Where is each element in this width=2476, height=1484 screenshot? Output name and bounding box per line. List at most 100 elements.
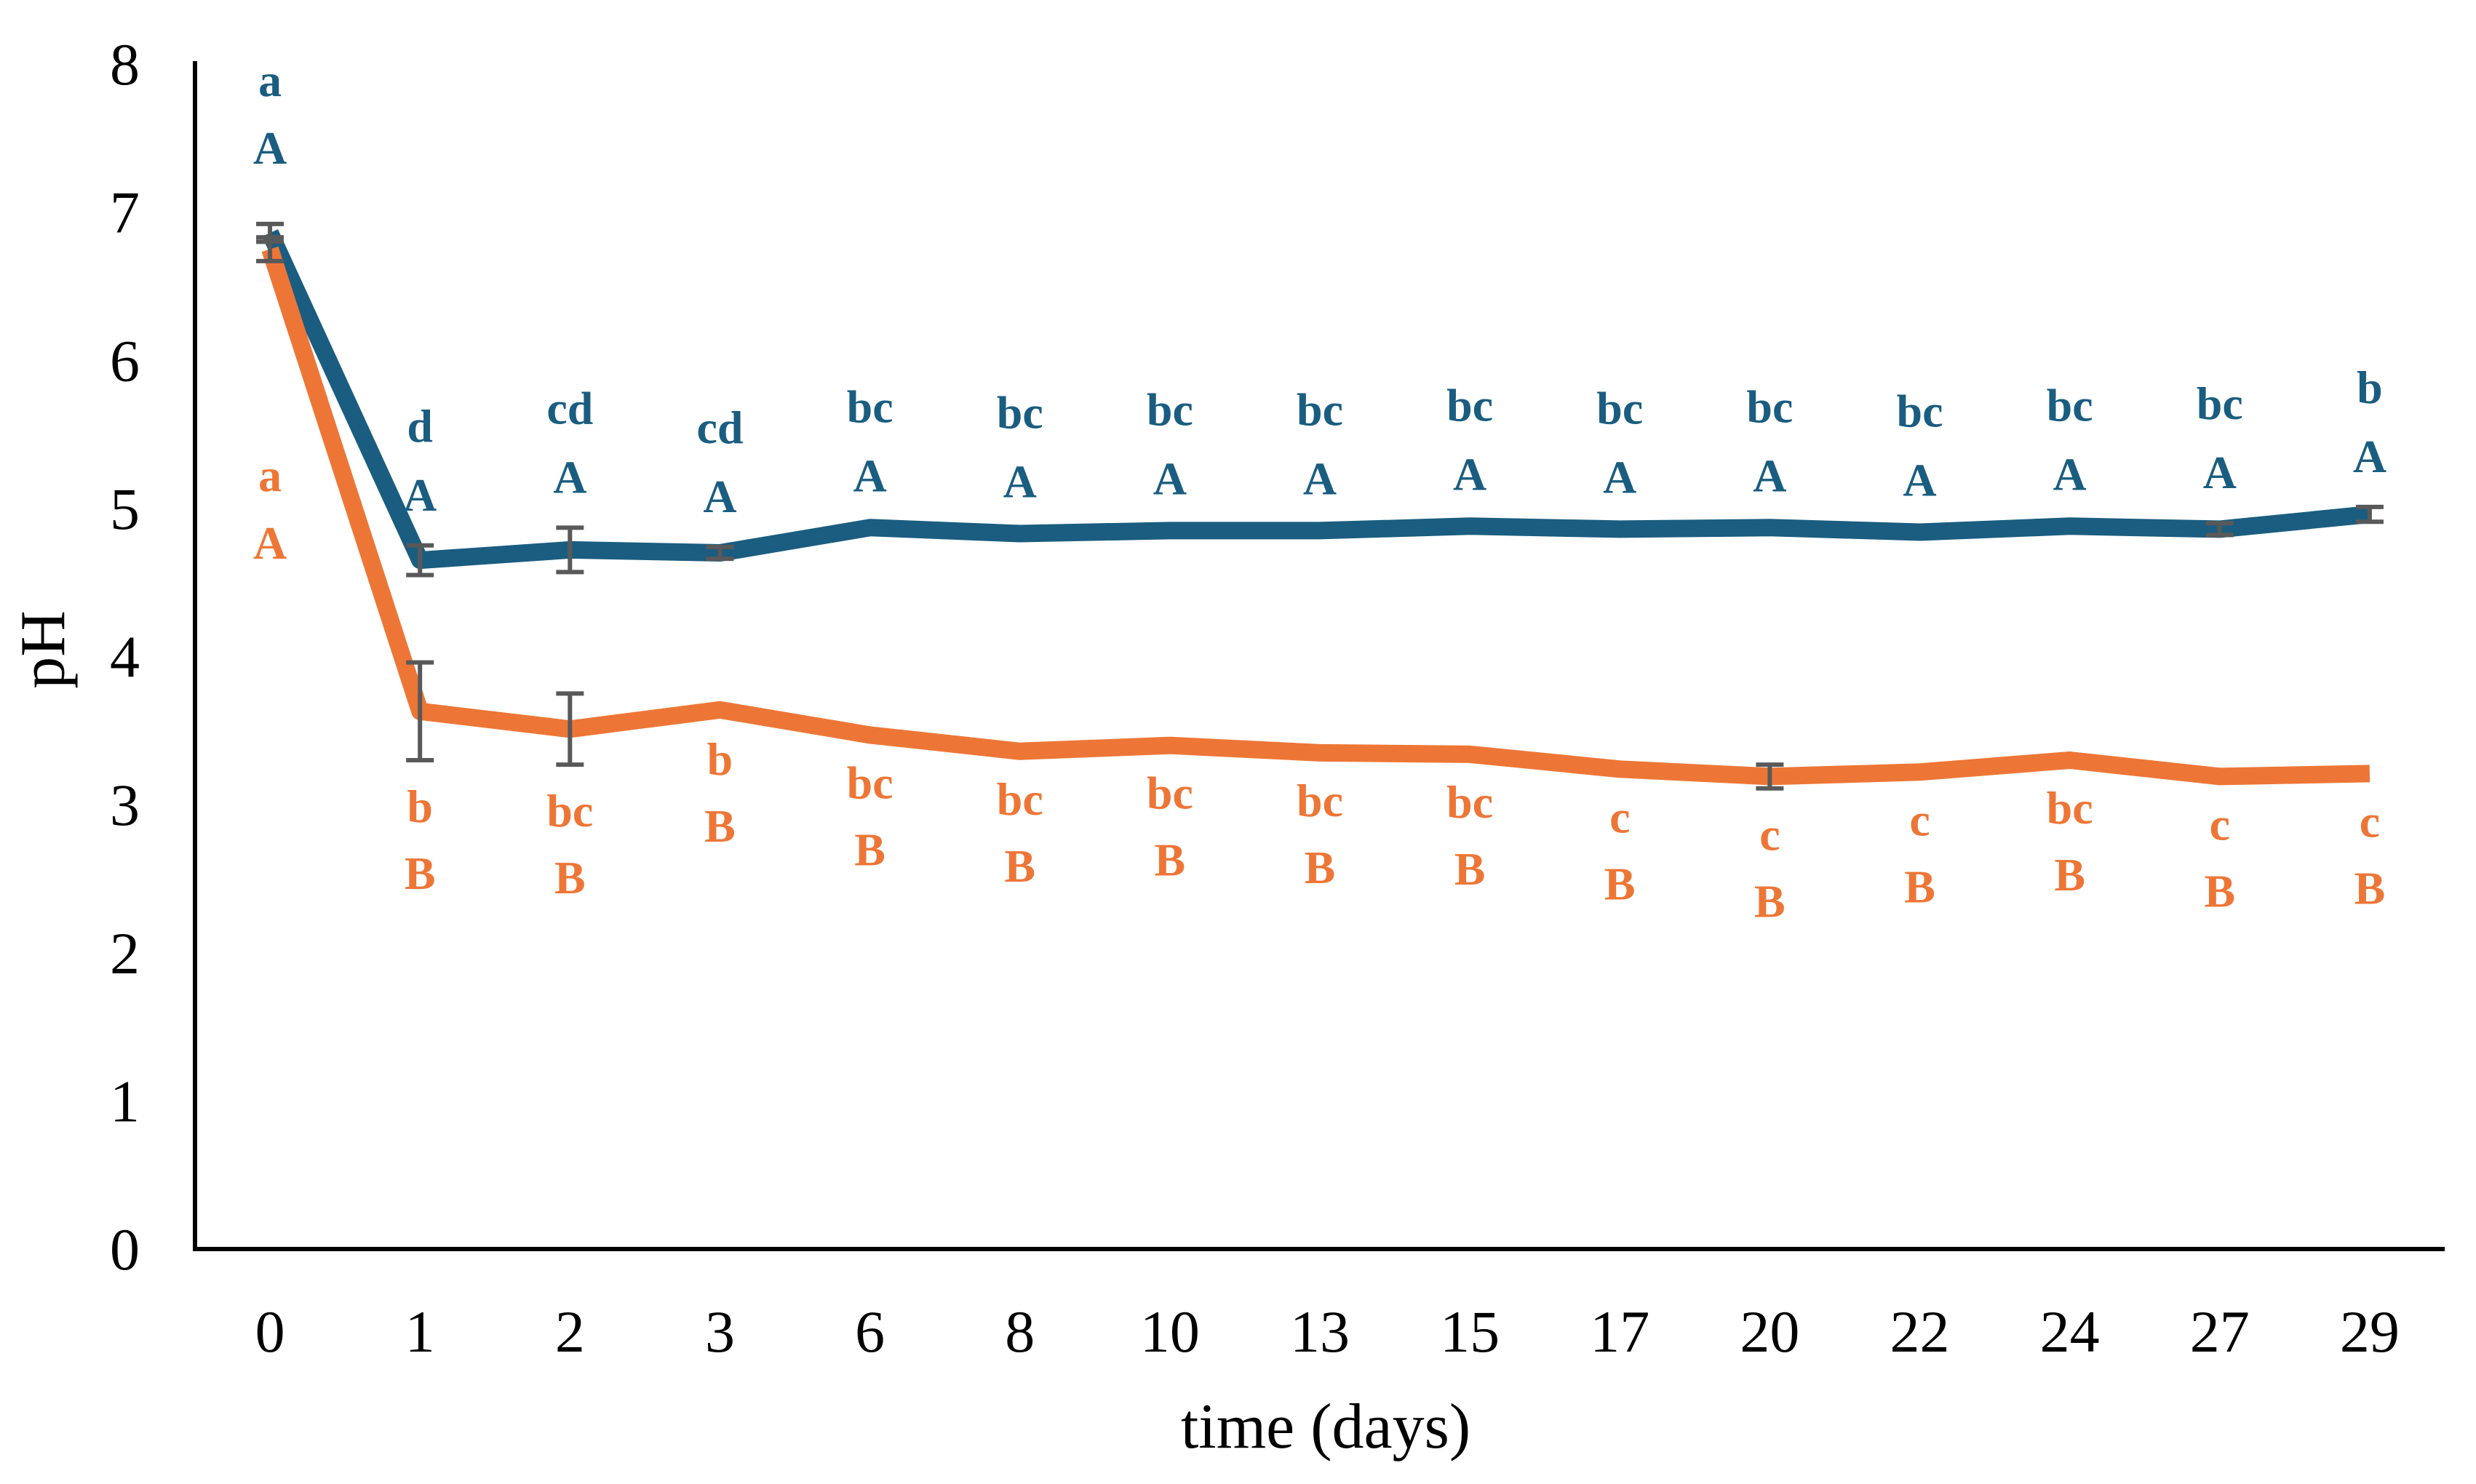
y-tick-label: 4 bbox=[110, 624, 140, 690]
error-bar bbox=[1756, 762, 1784, 791]
error-bar bbox=[556, 691, 584, 767]
letter-upper: B bbox=[1604, 858, 1636, 909]
error-bar bbox=[256, 235, 284, 263]
error-bar bbox=[406, 660, 434, 763]
x-tick-label: 17 bbox=[1590, 1298, 1649, 1365]
letter-lower: b bbox=[707, 733, 733, 785]
y-axis-title: pH bbox=[8, 610, 79, 689]
x-tick-label: 29 bbox=[2340, 1298, 2400, 1365]
y-tick-label: 1 bbox=[110, 1068, 140, 1134]
series-line-blue bbox=[262, 229, 2371, 570]
x-tick-label: 10 bbox=[1140, 1298, 1200, 1365]
x-tick-label: 2 bbox=[555, 1298, 585, 1365]
letter-lower: cd bbox=[546, 382, 593, 434]
error-bar bbox=[406, 543, 434, 578]
letter-lower: a bbox=[258, 450, 282, 501]
letter-lower: bc bbox=[997, 773, 1043, 825]
letter-lower: c bbox=[1759, 809, 1780, 861]
letter-lower: c bbox=[1909, 794, 1930, 845]
letter-lower: bc bbox=[1446, 776, 1493, 828]
x-tick-label: 6 bbox=[855, 1298, 885, 1365]
letter-lower: cd bbox=[696, 402, 743, 453]
letter-lower: bc bbox=[2197, 378, 2243, 429]
letter-lower: bc bbox=[997, 386, 1043, 438]
x-tick-label: 22 bbox=[1890, 1298, 1950, 1365]
letter-upper: A bbox=[253, 122, 287, 174]
letter-upper: A bbox=[553, 451, 586, 503]
letter-upper: B bbox=[704, 800, 736, 852]
y-tick-label: 2 bbox=[110, 920, 140, 986]
letter-lower: bc bbox=[1297, 383, 1343, 435]
letter-lower: bc bbox=[2047, 379, 2093, 431]
significance-letters: aAdAcdAcdAbcAbcAbcAbcAbcAbcAbcAbcAbcAbcA… bbox=[253, 55, 2387, 928]
letter-upper: B bbox=[1305, 842, 1336, 893]
letter-lower: a bbox=[258, 55, 282, 106]
y-tick-label: 0 bbox=[110, 1216, 140, 1282]
letter-upper: B bbox=[1904, 861, 1935, 912]
letter-lower: b bbox=[2357, 362, 2383, 413]
letter-upper: B bbox=[854, 823, 885, 875]
letter-lower: bc bbox=[1147, 383, 1193, 435]
x-tick-labels: 0 1 2 3 6 8 10 13 15 17 20 22 24 27 29 bbox=[255, 1298, 2400, 1365]
letter-upper: B bbox=[1754, 876, 1786, 928]
letter-upper: A bbox=[1903, 454, 1936, 506]
letter-lower: bc bbox=[2047, 782, 2093, 834]
letter-upper: B bbox=[2354, 862, 2386, 914]
x-tick-label: 15 bbox=[1440, 1298, 1500, 1365]
letter-upper: A bbox=[2053, 448, 2087, 500]
letter-upper: B bbox=[1004, 840, 1035, 892]
letter-upper: A bbox=[1153, 452, 1187, 504]
letter-upper: A bbox=[2203, 447, 2237, 498]
letter-upper: A bbox=[1453, 448, 1486, 500]
x-tick-label: 8 bbox=[1005, 1298, 1035, 1365]
letter-lower: bc bbox=[1297, 775, 1343, 826]
letter-lower: c bbox=[2360, 795, 2380, 847]
x-axis-title: time (days) bbox=[1181, 1392, 1470, 1462]
letter-lower: c bbox=[2210, 798, 2230, 850]
x-tick-label: 20 bbox=[1740, 1298, 1799, 1365]
y-tick-label: 5 bbox=[110, 476, 140, 542]
letter-lower: bc bbox=[1446, 379, 1493, 431]
letter-upper: A bbox=[1603, 451, 1636, 503]
x-tick-label: 3 bbox=[705, 1298, 735, 1365]
letter-lower: bc bbox=[1147, 767, 1193, 819]
x-tick-label: 27 bbox=[2190, 1298, 2250, 1365]
error-bar bbox=[2205, 521, 2234, 538]
error-bar bbox=[2355, 504, 2384, 524]
letter-lower: bc bbox=[847, 380, 893, 432]
x-tick-label: 24 bbox=[2040, 1298, 2100, 1365]
letter-lower: bc bbox=[847, 757, 893, 808]
x-tick-label: 1 bbox=[405, 1298, 435, 1365]
y-tick-label: 8 bbox=[110, 31, 140, 97]
letter-lower: bc bbox=[1596, 382, 1643, 434]
series-line-orange bbox=[261, 246, 2370, 786]
y-tick-label: 7 bbox=[110, 180, 140, 246]
letter-upper: B bbox=[1155, 834, 1186, 886]
letter-lower: c bbox=[1609, 791, 1630, 842]
letter-upper: A bbox=[1003, 455, 1037, 507]
letter-upper: A bbox=[403, 469, 437, 521]
error-bar bbox=[556, 525, 584, 575]
letter-upper: A bbox=[2353, 431, 2387, 482]
letter-upper: A bbox=[703, 471, 736, 522]
error-bars bbox=[256, 221, 2384, 791]
x-tick-label: 0 bbox=[255, 1298, 285, 1365]
letter-lower: d bbox=[407, 400, 433, 452]
letter-lower: bc bbox=[546, 785, 593, 837]
letter-upper: B bbox=[405, 847, 436, 899]
letter-upper: B bbox=[2204, 865, 2235, 917]
y-tick-label: 6 bbox=[110, 327, 140, 394]
letter-upper: A bbox=[1303, 452, 1337, 504]
letter-lower: bc bbox=[1746, 380, 1793, 432]
y-tick-label: 3 bbox=[110, 772, 140, 838]
series-lines bbox=[261, 229, 2371, 786]
y-tick-labels: 0 1 2 3 4 5 6 7 8 bbox=[110, 31, 140, 1282]
x-tick-label: 13 bbox=[1290, 1298, 1350, 1365]
letter-upper: A bbox=[1753, 450, 1786, 501]
axes bbox=[193, 61, 2445, 1251]
error-bar bbox=[706, 544, 734, 562]
letter-lower: b bbox=[407, 781, 433, 832]
letter-upper: B bbox=[554, 852, 586, 903]
letter-upper: A bbox=[853, 450, 886, 501]
